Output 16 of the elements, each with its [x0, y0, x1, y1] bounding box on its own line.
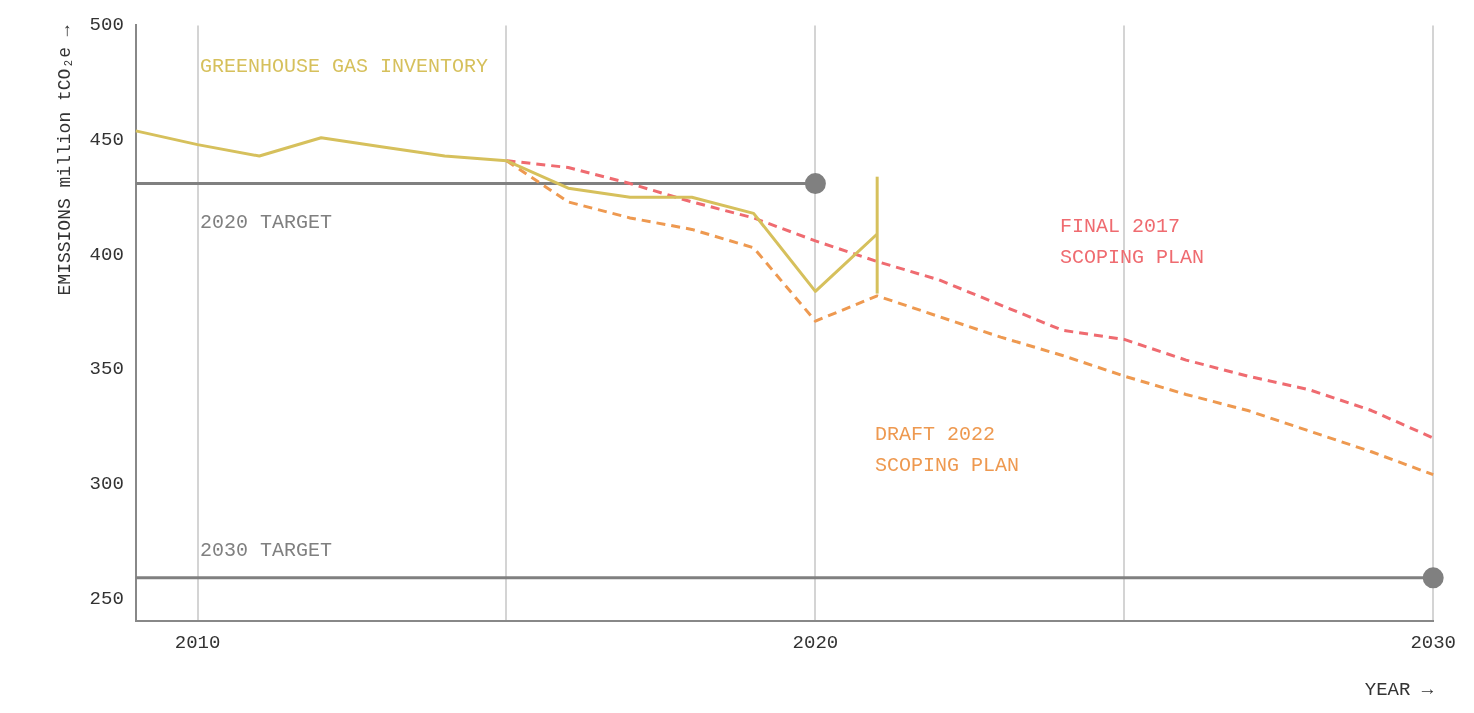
x-tick-label: 2020 [792, 631, 839, 654]
x-tick-label: 2010 [174, 631, 221, 654]
y-tick-label: 350 [89, 358, 124, 381]
text: FINAL 2017 SCOPING PLAN [1060, 215, 1205, 270]
x-axis-title: YEAR → [1364, 678, 1434, 701]
y-tick-label: 500 [89, 14, 124, 37]
y-tick-label: 450 [89, 129, 124, 152]
series-label: 2020 TARGET [200, 211, 333, 235]
y-tick-label: 250 [89, 587, 124, 610]
x-tick-label: 2030 [1410, 631, 1456, 654]
text: GREENHOUSE GAS INVENTORY [200, 55, 489, 79]
y-axis-title: EMISSIONS million tCO₂e → [54, 25, 75, 296]
text: DRAFT 2022 SCOPING PLAN [875, 423, 1020, 478]
y-tick-label: 400 [89, 243, 124, 266]
y-tick-label: 300 [89, 472, 124, 495]
series-label: 2030 TARGET [200, 539, 333, 563]
